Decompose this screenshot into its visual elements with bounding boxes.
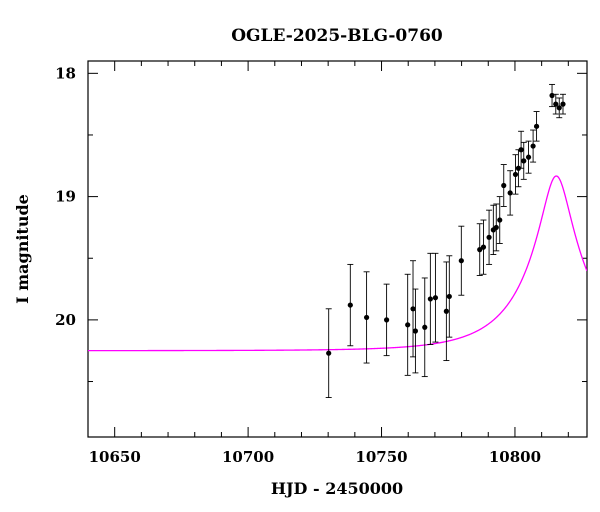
data-point	[480, 219, 487, 275]
data-point	[486, 209, 493, 265]
x-tick-label: 10800	[489, 448, 541, 466]
data-point	[446, 255, 453, 338]
model-curve	[88, 175, 587, 352]
data-point	[490, 204, 497, 255]
data-marker	[422, 324, 428, 330]
y-tick-label: 18	[55, 64, 76, 82]
data-point	[443, 261, 450, 362]
data-point	[559, 93, 566, 115]
data-point	[500, 164, 507, 207]
data-marker	[518, 147, 524, 153]
data-point	[552, 93, 559, 115]
x-tick-label: 10750	[355, 448, 407, 466]
data-marker	[533, 123, 540, 129]
data-point	[512, 154, 519, 195]
data-point	[556, 97, 563, 119]
data-marker	[412, 328, 419, 334]
data-marker	[383, 317, 390, 323]
data-point	[493, 203, 500, 252]
data-marker	[521, 158, 527, 164]
data-point	[476, 223, 483, 276]
x-tick-label: 10700	[222, 448, 274, 466]
data-marker	[507, 190, 513, 196]
data-marker	[443, 308, 449, 314]
data-marker	[486, 234, 492, 240]
data-marker	[553, 101, 559, 107]
data-marker	[501, 182, 507, 189]
x-axis-label: HJD - 2450000	[271, 479, 403, 498]
data-point	[458, 225, 465, 296]
model-layer	[88, 175, 587, 352]
x-tick-label: 10650	[89, 448, 141, 466]
data-marker	[556, 105, 562, 111]
data-point	[421, 277, 428, 378]
data-marker	[363, 314, 370, 321]
data-point	[533, 111, 540, 142]
y-tick-label: 19	[55, 188, 76, 206]
data-point	[347, 263, 354, 347]
data-marker	[549, 92, 555, 99]
data-point	[412, 288, 419, 374]
data-marker	[427, 296, 433, 302]
data-point	[427, 252, 434, 345]
data-marker	[347, 302, 353, 308]
data-marker	[560, 101, 566, 107]
data-marker	[326, 350, 332, 356]
chart-title: OGLE-2025-BLG-0760	[231, 26, 443, 46]
data-point	[520, 141, 527, 180]
data-point	[383, 283, 390, 357]
data-point	[507, 170, 514, 216]
data-point	[432, 252, 439, 343]
data-marker	[405, 322, 411, 328]
data-point	[363, 271, 370, 364]
axis-ticks: 10650 10700 10750 10800 18 19 20	[55, 61, 587, 466]
data-marker	[530, 143, 536, 149]
data-marker	[480, 244, 487, 250]
data-marker	[477, 247, 483, 253]
data-point	[525, 140, 532, 174]
data-marker	[458, 258, 464, 264]
data-marker	[410, 306, 416, 312]
data-marker	[525, 154, 532, 160]
data-points-layer	[325, 83, 566, 399]
data-point	[530, 129, 537, 163]
data-point	[518, 130, 525, 169]
data-point	[325, 308, 332, 399]
data-marker	[497, 217, 503, 223]
data-marker	[432, 295, 439, 301]
data-point	[410, 260, 417, 358]
plot-frame	[87, 60, 588, 438]
y-tick-label: 20	[55, 311, 76, 329]
data-marker	[493, 224, 499, 231]
data-marker	[512, 171, 519, 178]
y-axis-label: I magnitude	[13, 194, 32, 304]
data-point	[404, 273, 411, 376]
data-marker	[446, 293, 452, 300]
data-point	[496, 196, 503, 244]
